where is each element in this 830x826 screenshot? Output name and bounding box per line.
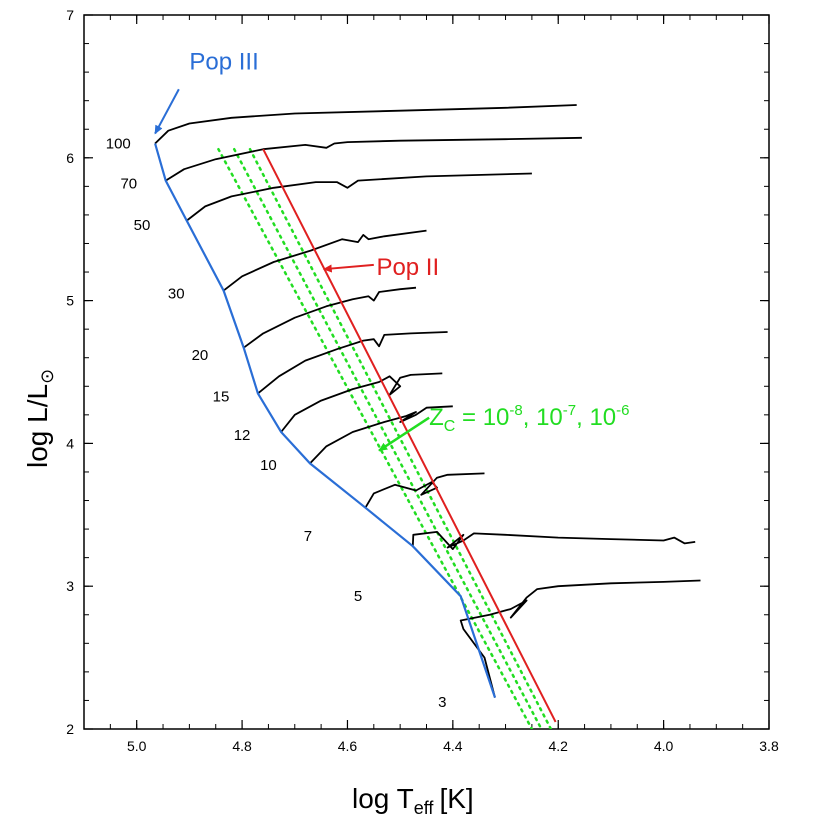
mass-label-7: 7 bbox=[304, 528, 312, 545]
x-tick-label: 4.6 bbox=[338, 738, 358, 754]
mass-label-100: 100 bbox=[106, 136, 131, 153]
track-3-msun bbox=[459, 579, 701, 698]
zc-label-z: Z bbox=[429, 404, 444, 431]
zc-label-exp1: -8 bbox=[509, 402, 522, 419]
zc-label-exp3: -6 bbox=[616, 402, 629, 419]
mass-label-15: 15 bbox=[213, 388, 230, 405]
plot-frame bbox=[83, 14, 770, 730]
y-axis-title-sub: ⊙ bbox=[37, 369, 57, 384]
track-10-msun bbox=[309, 405, 453, 465]
zc-label-exp2: -7 bbox=[563, 402, 576, 419]
zc-label: ZC = 10-8, 10-7, 10-6 bbox=[429, 402, 629, 435]
mass-label-12: 12 bbox=[234, 427, 251, 444]
mass-label-5: 5 bbox=[354, 588, 362, 605]
track-5-msun bbox=[411, 531, 696, 550]
mass-label-20: 20 bbox=[192, 347, 209, 364]
mass-label-70: 70 bbox=[120, 176, 137, 193]
x-tick-label: 4.0 bbox=[654, 738, 674, 754]
track-7-msun bbox=[364, 472, 485, 509]
x-axis-title-sub: eff bbox=[414, 798, 435, 818]
y-tick-label: 6 bbox=[66, 150, 74, 166]
zc-line bbox=[232, 147, 543, 729]
evolution-tracks bbox=[154, 104, 701, 698]
track-12-msun bbox=[280, 372, 443, 433]
pop2-label: Pop II bbox=[376, 254, 439, 281]
y-tick-label: 5 bbox=[66, 293, 74, 309]
zc-label-eq: = 10 bbox=[455, 404, 509, 431]
x-tick-label: 3.8 bbox=[759, 738, 779, 754]
zc-label-sep1: , 10 bbox=[523, 404, 563, 431]
y-tick-label: 3 bbox=[66, 578, 74, 594]
mass-label-50: 50 bbox=[134, 217, 151, 234]
x-axis-title-main: log T bbox=[352, 783, 414, 814]
pop3-label: Pop III bbox=[189, 48, 258, 75]
pop3-arrow bbox=[154, 88, 180, 135]
x-axis-title-unit: [K] bbox=[439, 783, 473, 814]
pop2-arrow bbox=[322, 263, 374, 273]
track-20-msun bbox=[243, 286, 417, 349]
mass-label-30: 30 bbox=[168, 285, 185, 302]
x-tick-label: 4.8 bbox=[232, 738, 252, 754]
zc-label-sep2: , 10 bbox=[576, 404, 616, 431]
track-70-msun bbox=[165, 136, 582, 182]
y-tick-label: 2 bbox=[66, 721, 74, 737]
track-100-msun bbox=[154, 104, 577, 145]
track-15-msun bbox=[257, 331, 448, 395]
x-tick-label: 5.0 bbox=[127, 738, 147, 754]
mass-label-10: 10 bbox=[260, 457, 277, 474]
mass-label-3: 3 bbox=[438, 694, 446, 711]
axis-ticks bbox=[83, 14, 770, 730]
mass-labels: 100 70 50 30 20 15 12 10 7 5 3 bbox=[106, 136, 447, 711]
track-50-msun bbox=[186, 172, 532, 222]
zc-label-sub: C bbox=[444, 418, 456, 435]
x-axis-title: log Teff [K] bbox=[352, 783, 474, 818]
track-30-msun bbox=[223, 229, 427, 292]
pop3-zams-line bbox=[154, 143, 497, 698]
axis-tick-labels: 5.0 4.8 4.6 4.4 4.2 4.0 3.8 2 3 4 5 6 7 bbox=[66, 7, 779, 754]
zc-line bbox=[217, 147, 534, 729]
x-tick-label: 4.2 bbox=[548, 738, 568, 754]
zc-arrow bbox=[378, 416, 430, 452]
x-tick-label: 4.4 bbox=[443, 738, 463, 754]
zc-line bbox=[248, 147, 553, 729]
zc-zams-lines bbox=[217, 147, 553, 729]
y-axis-title-main: log L/L bbox=[22, 384, 53, 468]
y-axis-title: log L/L⊙ bbox=[22, 369, 57, 468]
y-tick-label: 4 bbox=[66, 435, 74, 451]
y-tick-label: 7 bbox=[66, 7, 74, 23]
pop2-zams-line bbox=[262, 148, 557, 723]
